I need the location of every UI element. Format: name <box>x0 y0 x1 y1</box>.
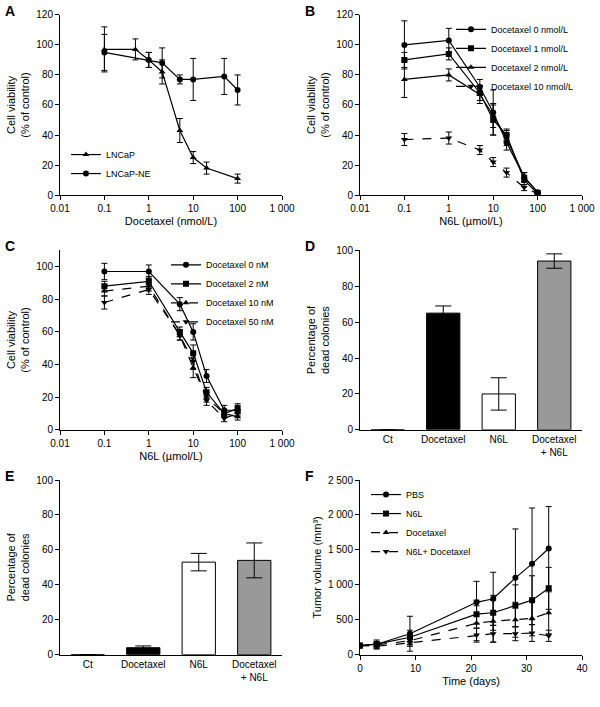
svg-text:40: 40 <box>342 130 354 141</box>
svg-text:Docetaxel 1 nmol/L: Docetaxel 1 nmol/L <box>491 44 568 54</box>
svg-text:C: C <box>5 238 15 254</box>
svg-text:0.01: 0.01 <box>50 203 70 214</box>
svg-text:80: 80 <box>42 69 54 80</box>
svg-text:0: 0 <box>47 424 53 435</box>
svg-text:Docetaxel 10 nM: Docetaxel 10 nM <box>206 298 274 308</box>
svg-text:Ct: Ct <box>383 434 393 445</box>
svg-text:100: 100 <box>336 245 353 256</box>
svg-text:60: 60 <box>342 317 354 328</box>
svg-text:100: 100 <box>229 438 246 449</box>
svg-text:1 000: 1 000 <box>269 438 294 449</box>
svg-text:0.01: 0.01 <box>350 203 370 214</box>
svg-text:0.01: 0.01 <box>50 438 70 449</box>
svg-text:60: 60 <box>342 99 354 110</box>
svg-text:0: 0 <box>47 649 53 660</box>
svg-text:0: 0 <box>47 190 53 201</box>
svg-text:500: 500 <box>336 614 353 625</box>
svg-text:100: 100 <box>36 261 53 272</box>
svg-text:Docetaxel+ N6L: Docetaxel+ N6L <box>232 659 276 683</box>
svg-text:Ct: Ct <box>83 659 93 670</box>
svg-text:A: A <box>5 3 15 19</box>
svg-text:Cell viability(% of control): Cell viability(% of control) <box>5 72 31 137</box>
svg-text:Tumor volume (mm³): Tumor volume (mm³) <box>311 516 323 618</box>
svg-text:80: 80 <box>42 509 54 520</box>
svg-text:LNCaP-NE: LNCaP-NE <box>106 169 151 179</box>
svg-text:N6L+ Docetaxel: N6L+ Docetaxel <box>406 547 470 557</box>
svg-text:20: 20 <box>465 663 477 674</box>
svg-text:2 000: 2 000 <box>328 509 353 520</box>
svg-text:100: 100 <box>229 203 246 214</box>
svg-text:10: 10 <box>410 663 422 674</box>
svg-text:0.1: 0.1 <box>397 203 411 214</box>
svg-text:0: 0 <box>357 663 363 674</box>
svg-text:100: 100 <box>36 39 53 50</box>
svg-text:LNCaP: LNCaP <box>106 150 135 160</box>
svg-text:80: 80 <box>42 294 54 305</box>
svg-text:80: 80 <box>342 69 354 80</box>
svg-text:20: 20 <box>342 388 354 399</box>
svg-text:100: 100 <box>36 475 53 486</box>
svg-text:1 500: 1 500 <box>328 544 353 555</box>
svg-text:2 500: 2 500 <box>328 475 353 486</box>
svg-text:1: 1 <box>146 203 152 214</box>
svg-text:Percentage ofdead colonies: Percentage ofdead colonies <box>5 532 31 601</box>
svg-text:60: 60 <box>42 99 54 110</box>
svg-text:Docetaxel 50 nM: Docetaxel 50 nM <box>206 317 274 327</box>
svg-text:40: 40 <box>42 130 54 141</box>
svg-text:100: 100 <box>529 203 546 214</box>
svg-text:N6L: N6L <box>190 659 209 670</box>
svg-text:PBS: PBS <box>406 490 424 500</box>
svg-text:Cell viability(% of control): Cell viability(% of control) <box>305 72 331 137</box>
svg-text:1 000: 1 000 <box>269 203 294 214</box>
svg-text:40: 40 <box>342 353 354 364</box>
svg-text:60: 60 <box>42 544 54 555</box>
svg-text:10: 10 <box>488 203 500 214</box>
svg-text:0: 0 <box>347 190 353 201</box>
svg-text:N6L (µmol/L): N6L (µmol/L) <box>139 450 202 462</box>
svg-text:N6L: N6L <box>490 434 509 445</box>
svg-text:Percentage ofdead colonies: Percentage ofdead colonies <box>305 305 331 374</box>
svg-text:1 000: 1 000 <box>569 203 594 214</box>
svg-text:Docetaxel 2 nmol/L: Docetaxel 2 nmol/L <box>491 63 568 73</box>
svg-text:1 000: 1 000 <box>328 579 353 590</box>
svg-text:1: 1 <box>446 203 452 214</box>
svg-text:1: 1 <box>146 438 152 449</box>
svg-text:20: 20 <box>42 614 54 625</box>
svg-text:20: 20 <box>42 160 54 171</box>
svg-text:Time (days): Time (days) <box>442 675 500 687</box>
svg-text:B: B <box>305 3 315 19</box>
svg-text:10: 10 <box>188 203 200 214</box>
svg-text:120: 120 <box>336 9 353 20</box>
svg-text:40: 40 <box>42 359 54 370</box>
svg-text:E: E <box>5 468 14 484</box>
svg-text:Docetaxel+ N6L: Docetaxel+ N6L <box>532 434 576 458</box>
svg-text:Docetaxel: Docetaxel <box>406 528 446 538</box>
svg-text:0: 0 <box>347 649 353 660</box>
svg-text:120: 120 <box>36 9 53 20</box>
svg-text:D: D <box>305 238 315 254</box>
svg-text:Docetaxel: Docetaxel <box>421 434 465 445</box>
svg-text:N6L (µmol/L): N6L (µmol/L) <box>439 215 502 227</box>
svg-text:40: 40 <box>42 579 54 590</box>
svg-text:F: F <box>305 468 314 484</box>
svg-text:10: 10 <box>188 438 200 449</box>
svg-text:0.1: 0.1 <box>97 203 111 214</box>
svg-text:N6L: N6L <box>406 509 423 519</box>
svg-text:80: 80 <box>342 281 354 292</box>
svg-text:Cell viability(% of control): Cell viability(% of control) <box>5 307 31 372</box>
svg-text:60: 60 <box>42 326 54 337</box>
svg-text:Docetaxel 2 nM: Docetaxel 2 nM <box>206 279 269 289</box>
svg-text:Docetaxel 0 nM: Docetaxel 0 nM <box>206 260 269 270</box>
svg-text:0.1: 0.1 <box>97 438 111 449</box>
svg-text:100: 100 <box>336 39 353 50</box>
svg-text:Docetaxel (nmol/L): Docetaxel (nmol/L) <box>125 215 217 227</box>
svg-text:0: 0 <box>347 424 353 435</box>
svg-text:20: 20 <box>342 160 354 171</box>
svg-text:Docetaxel 10 nmol/L: Docetaxel 10 nmol/L <box>491 82 573 92</box>
svg-text:20: 20 <box>42 392 54 403</box>
svg-text:Docetaxel: Docetaxel <box>121 659 165 670</box>
svg-text:Docetaxel 0 nmol/L: Docetaxel 0 nmol/L <box>491 25 568 35</box>
svg-text:40: 40 <box>576 663 588 674</box>
svg-text:30: 30 <box>521 663 533 674</box>
